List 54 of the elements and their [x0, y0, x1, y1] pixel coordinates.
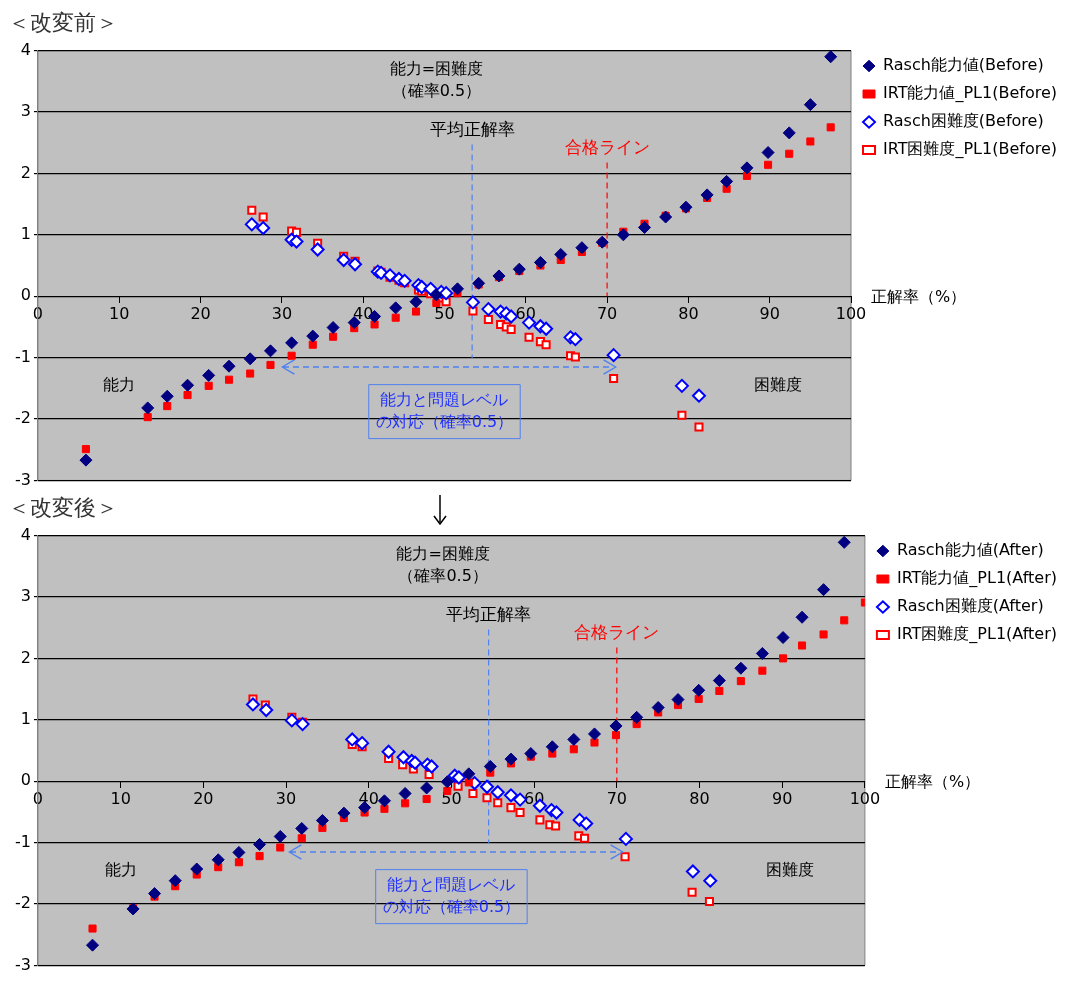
- x-tick-label: 10: [110, 788, 131, 808]
- x-tick-label: 10: [109, 303, 130, 323]
- legend-label: IRT能力値_PL1(After): [896, 568, 1057, 589]
- legend-label: IRT困難度_PL1(Before): [883, 139, 1057, 160]
- x-tick-label: 20: [190, 303, 211, 323]
- chart-title: ＜改変後＞: [8, 494, 119, 522]
- y-tick-label: -2: [15, 408, 31, 428]
- x-tick-label: 40: [358, 788, 379, 808]
- y-tick-label: -1: [15, 831, 31, 851]
- annotation: 能力=困難度（確率0.5）: [389, 58, 484, 100]
- x-tick-label: 70: [596, 303, 618, 323]
- x-tick-label: 100: [835, 303, 867, 323]
- legend-label: IRT能力値_PL1(Before): [883, 83, 1057, 104]
- y-tick-label: 0: [20, 770, 31, 790]
- annotation: 困難度: [766, 860, 815, 879]
- x-tick-label: 30: [275, 788, 297, 808]
- y-tick-label: 4: [20, 524, 31, 544]
- x-axis-title: 正解率（%）: [871, 287, 967, 307]
- y-tick-label: -3: [15, 954, 31, 974]
- y-tick-label: 1: [20, 708, 31, 728]
- x-tick-label: 80: [689, 788, 710, 808]
- x-tick-label: 20: [193, 788, 214, 808]
- legend-label: Rasch困難度(Before): [883, 111, 1044, 131]
- ref-line-label: 平均正解率: [429, 118, 515, 139]
- ref-line-label: 合格ライン: [564, 136, 650, 157]
- ref-line-label: 平均正解率: [446, 603, 532, 624]
- chart-title: ＜改変前＞: [8, 9, 119, 37]
- ref-line-label: 合格ライン: [574, 621, 660, 642]
- x-tick-label: 70: [606, 788, 627, 808]
- x-tick-label: 80: [678, 303, 699, 323]
- y-tick-label: 3: [20, 101, 31, 121]
- annotation: 困難度: [753, 375, 802, 394]
- x-tick-label: 30: [271, 303, 293, 323]
- y-tick-label: 2: [20, 647, 31, 667]
- legend-label: Rasch能力値(Before): [883, 55, 1044, 75]
- x-tick-label: 50: [434, 303, 455, 323]
- legend-label: Rasch困難度(After): [896, 596, 1044, 616]
- annotation: 能力=困難度（確率0.5）: [396, 543, 490, 585]
- x-tick-label: 90: [772, 788, 793, 808]
- y-tick-label: 3: [20, 586, 31, 606]
- legend-label: Rasch能力値(After): [896, 540, 1044, 560]
- x-tick-label: 90: [759, 303, 780, 323]
- annotation: 能力: [103, 375, 136, 394]
- y-tick-label: 2: [20, 162, 31, 182]
- legend-label: IRT困難度_PL1(After): [896, 624, 1057, 645]
- annotation: 能力: [104, 860, 137, 879]
- y-tick-label: 0: [20, 285, 31, 305]
- y-tick-label: 4: [20, 39, 31, 59]
- y-tick-label: -3: [15, 469, 31, 489]
- y-tick-label: 1: [20, 223, 31, 243]
- x-tick-label: 100: [849, 788, 881, 808]
- y-tick-label: -1: [15, 346, 31, 366]
- x-axis-title: 正解率（%）: [884, 772, 981, 792]
- y-tick-label: -2: [15, 893, 31, 913]
